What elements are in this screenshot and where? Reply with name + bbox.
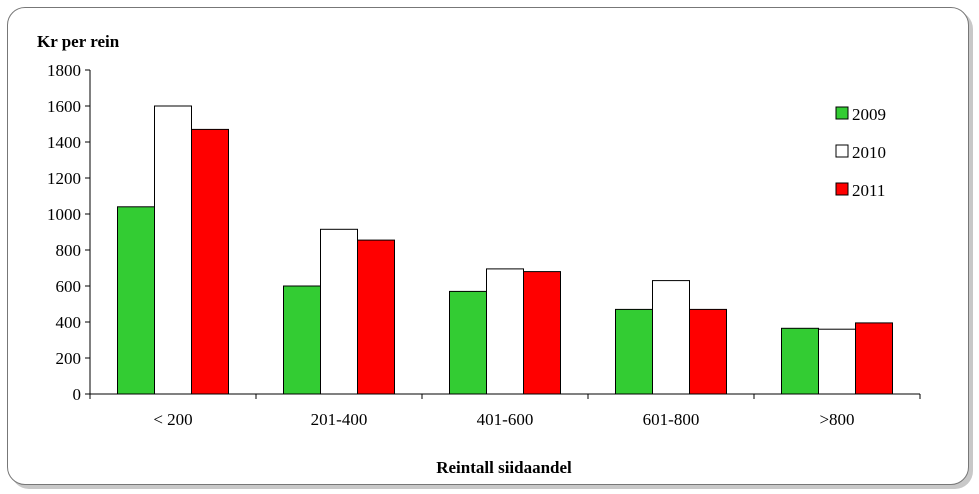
- bars: [117, 105, 893, 395]
- bar: [652, 280, 690, 395]
- bar: [689, 308, 727, 395]
- x-tick-label: 601-800: [643, 410, 700, 429]
- legend: 2009 2010 2011: [835, 105, 886, 200]
- legend-swatch: [835, 144, 849, 158]
- x-axis-label: Reintall siidaandel: [436, 458, 572, 477]
- x-tick-label: 201-400: [311, 410, 368, 429]
- y-tick-label: 800: [56, 241, 82, 260]
- y-tick-label: 600: [56, 277, 82, 296]
- bar: [818, 328, 856, 395]
- x-tick-labels: < 200 201-400 401-600 601-800 >800: [153, 410, 854, 429]
- legend-swatch: [835, 182, 849, 196]
- bar: [523, 271, 561, 395]
- bar: [283, 285, 321, 395]
- y-tick-label: 0: [73, 385, 82, 404]
- bar: [855, 322, 893, 395]
- y-tick-label: 400: [56, 313, 82, 332]
- x-tick-label: >800: [819, 410, 854, 429]
- bar: [357, 239, 395, 395]
- y-axis-label: Kr per rein: [37, 32, 120, 51]
- x-tick-label: < 200: [153, 410, 192, 429]
- y-tick-label: 1000: [47, 205, 81, 224]
- bar: [117, 206, 155, 395]
- bar: [781, 327, 819, 395]
- y-tick-label: 1400: [47, 133, 81, 152]
- y-tick-label: 1800: [47, 61, 81, 80]
- bar: [191, 128, 229, 395]
- x-tick-label: 401-600: [477, 410, 534, 429]
- legend-swatch: [835, 106, 849, 120]
- legend-label: 2011: [852, 181, 885, 200]
- legend-label: 2009: [852, 105, 886, 124]
- bar: [154, 105, 192, 395]
- y-tick-label: 1200: [47, 169, 81, 188]
- y-tick-label: 200: [56, 349, 82, 368]
- y-tick-labels: 0 200 400 600 800 1000 1200 1400 1600 1800: [47, 61, 81, 404]
- bar: [320, 228, 358, 395]
- bar: [615, 308, 653, 395]
- y-tick-label: 1600: [47, 97, 81, 116]
- bar: [486, 268, 524, 395]
- legend-label: 2010: [852, 143, 886, 162]
- bar: [449, 290, 487, 395]
